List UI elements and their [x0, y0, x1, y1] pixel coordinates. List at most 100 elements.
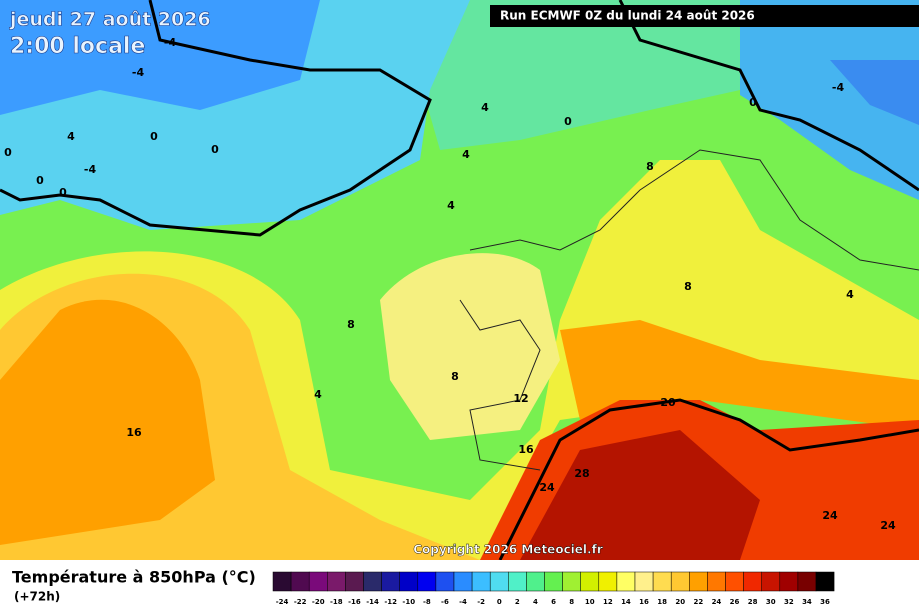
scale-label: 30 — [766, 598, 776, 606]
contour-label: 0 — [59, 186, 67, 199]
scale-label: -14 — [366, 598, 379, 606]
contour-labels: -4 -4 4 0 0 -4 0 0 4 -4 0 0 0 4 4 8 8 4 8 8 4 12 20 16 16 28 24 24 2… — [4, 36, 896, 532]
field-zone — [380, 253, 560, 440]
contour-label: 0 — [749, 96, 757, 109]
scale-swatch — [526, 571, 545, 592]
scale-swatch — [345, 571, 364, 592]
scale-label: 14 — [621, 598, 631, 606]
scale-swatch — [363, 571, 382, 592]
isotherm-twenty — [498, 398, 919, 561]
scale-swatch — [544, 571, 563, 592]
scale-swatch — [399, 571, 419, 592]
scale-swatch — [489, 571, 509, 592]
scale-label: -4 — [459, 598, 467, 606]
scale-label: -10 — [402, 598, 415, 606]
scale-swatch — [562, 571, 581, 592]
contour-label: 4 — [846, 288, 854, 301]
scale-swatch — [761, 571, 781, 592]
contour-label: -4 — [832, 81, 845, 94]
contour-label: -4 — [132, 66, 145, 79]
scale-swatch — [779, 571, 799, 592]
scale-swatch — [815, 571, 835, 592]
scale-label: -2 — [477, 598, 485, 606]
scale-swatch — [381, 571, 400, 592]
scale-swatch — [634, 571, 654, 592]
scale-label: 34 — [802, 598, 812, 606]
contour-label: 24 — [539, 481, 555, 494]
isotherm-zero — [618, 0, 919, 192]
contour-label: -4 — [164, 36, 177, 49]
contour-label: 4 — [314, 388, 322, 401]
scale-label: 4 — [533, 598, 538, 606]
scale-swatch — [272, 571, 292, 592]
map: -4 -4 4 0 0 -4 0 0 4 -4 0 0 0 4 4 8 8 4 8 8 4 12 20 16 16 28 24 24 2… — [0, 0, 919, 561]
legend-title: Température à 850hPa (°C) — [12, 568, 256, 587]
scale-swatch — [453, 571, 473, 592]
scale-label: 24 — [712, 598, 722, 606]
contour-label: 0 — [211, 143, 219, 156]
map-time: 2:00 locale — [10, 34, 145, 59]
scale-label: 0 — [497, 598, 502, 606]
scale-swatch — [725, 571, 744, 592]
scale-label: -20 — [312, 598, 325, 606]
field-zone — [740, 0, 919, 200]
scale-swatch — [308, 571, 328, 592]
lead-time: (+72h) — [14, 590, 60, 604]
scale-label: 26 — [730, 598, 740, 606]
scale-label: 12 — [603, 598, 613, 606]
contour-label: 4 — [481, 101, 489, 114]
contour-label: 24 — [880, 519, 896, 532]
field-zone — [520, 430, 760, 560]
copyright: Copyright 2026 Meteociel.fr — [413, 543, 603, 557]
scale-swatch — [743, 571, 762, 592]
run-info: Run ECMWF 0Z du lundi 24 août 2026 — [500, 9, 755, 23]
scale-label: -22 — [294, 598, 307, 606]
scale-label: -24 — [276, 598, 289, 606]
scale-label: -16 — [348, 598, 361, 606]
contour-label: 0 — [150, 130, 158, 143]
contour-label: 8 — [347, 318, 355, 331]
scale-swatch — [471, 571, 491, 592]
scale-label: 32 — [784, 598, 794, 606]
contour-label: 16 — [126, 426, 142, 439]
scale-label: 10 — [585, 598, 595, 606]
scale-swatch — [670, 571, 690, 592]
scale-swatch — [598, 571, 618, 592]
contour-label: 12 — [513, 392, 528, 405]
field-zone — [0, 299, 215, 545]
scale-swatch — [652, 571, 672, 592]
contour-label: 4 — [67, 130, 75, 143]
color-scale: -24 -22 -20 -18 -16 -14 -12 -10 -8 -6 -4 -2 0 2 4 6 8 10 1… — [272, 571, 835, 606]
contour-label: 8 — [646, 160, 654, 173]
contour-label: 8 — [451, 370, 459, 383]
scale-swatch — [435, 571, 455, 592]
contour-label: 0 — [4, 146, 12, 159]
field-zone — [830, 60, 919, 125]
scale-label: 16 — [639, 598, 649, 606]
scale-swatch — [327, 571, 346, 592]
coastline — [459, 149, 919, 471]
scale-label: 6 — [551, 598, 556, 606]
isotherm-zero — [0, 0, 432, 237]
contour-label: 20 — [660, 396, 676, 409]
scale-swatch — [290, 571, 310, 592]
scale-label: 2 — [515, 598, 520, 606]
scale-label: 8 — [569, 598, 574, 606]
scale-label: 36 — [820, 598, 830, 606]
contour-label: 28 — [574, 467, 589, 480]
scale-swatch — [689, 571, 708, 592]
scale-label: 22 — [693, 598, 703, 606]
map-date: jeudi 27 août 2026 — [9, 9, 211, 31]
scale-swatch — [707, 571, 726, 592]
scale-swatch — [616, 571, 636, 592]
scale-swatch — [417, 571, 437, 592]
scale-swatch — [580, 571, 600, 592]
contour-label: 4 — [462, 148, 470, 161]
contour-label: 0 — [36, 174, 44, 187]
scale-label: 20 — [675, 598, 685, 606]
field-zone — [0, 0, 320, 115]
contour-label: 8 — [684, 280, 692, 293]
scale-swatch — [508, 571, 527, 592]
contour-label: 24 — [822, 509, 838, 522]
